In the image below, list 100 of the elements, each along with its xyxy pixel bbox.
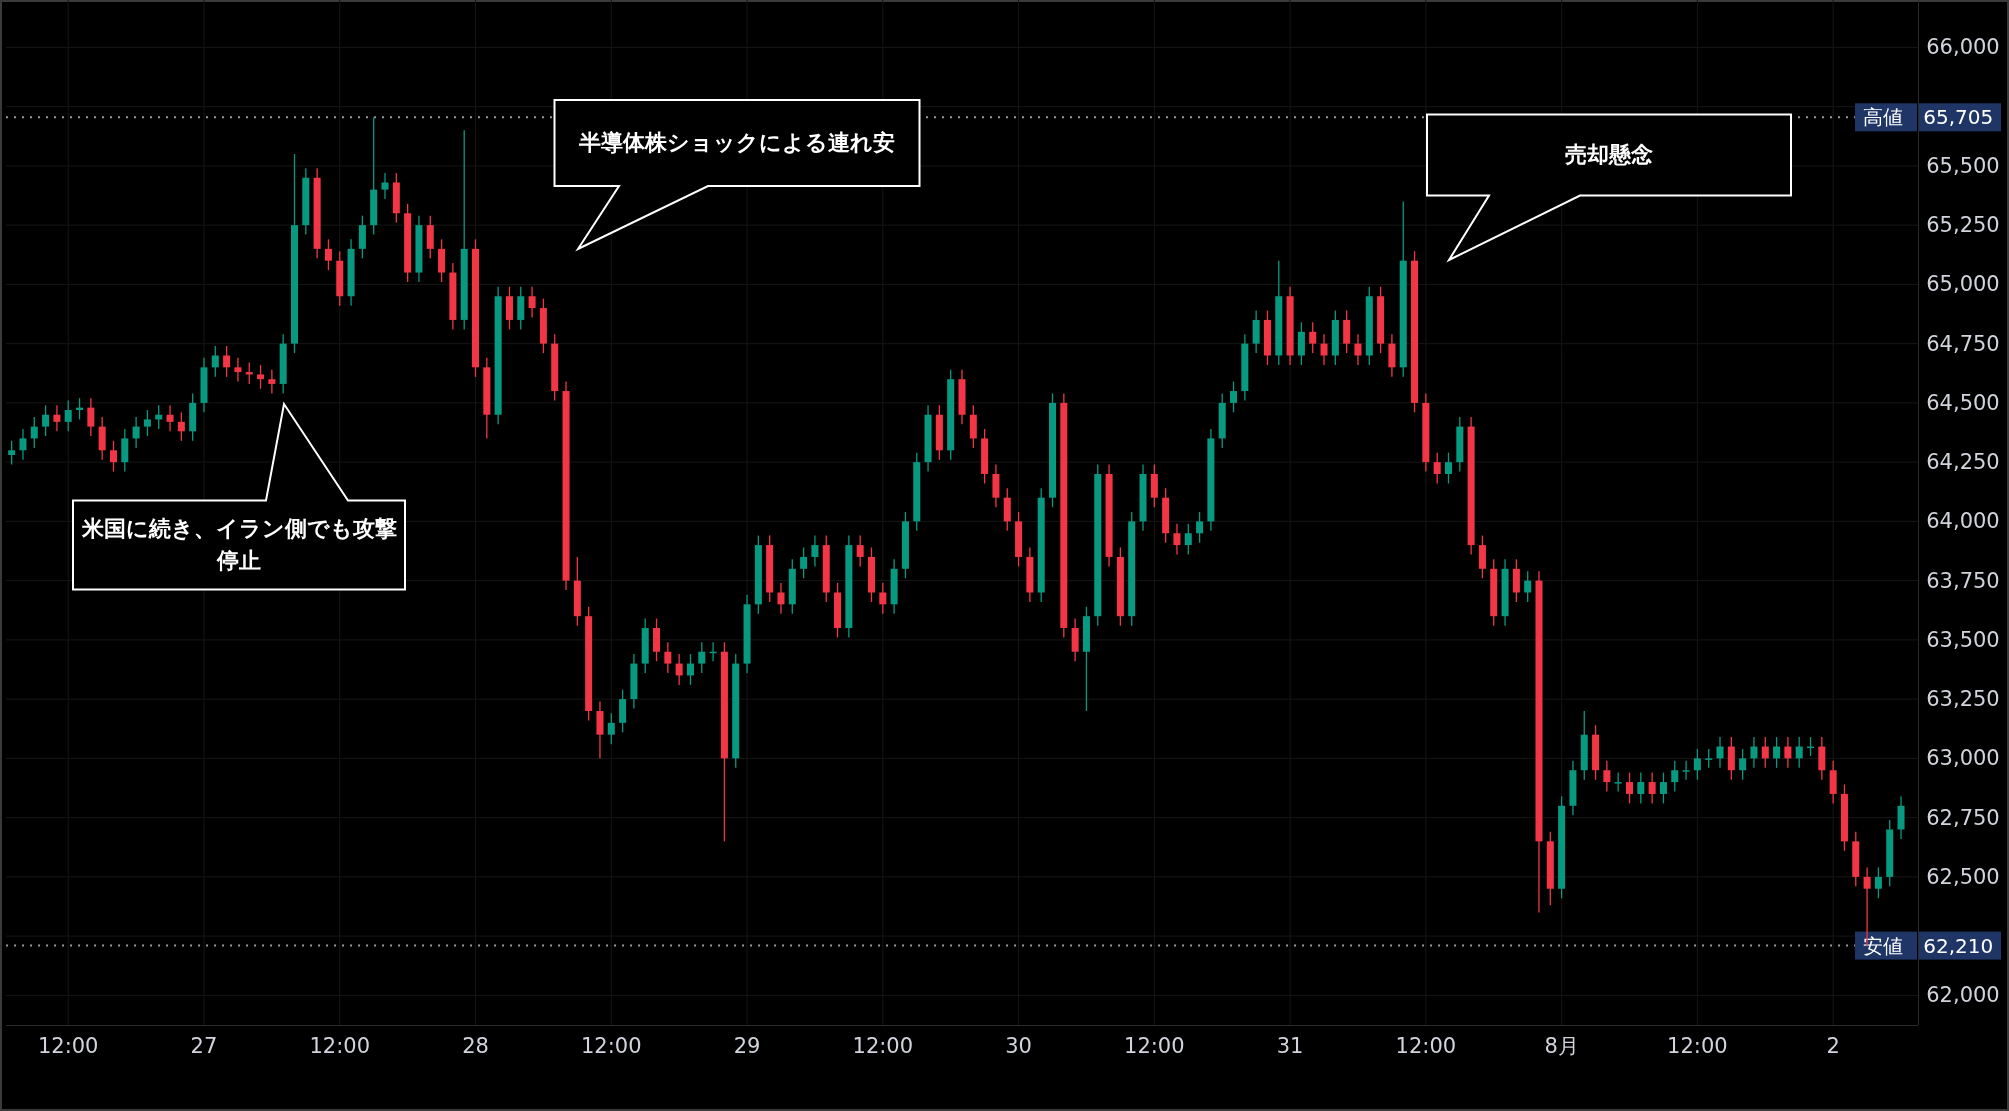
y-tick-label: 64,000 bbox=[1926, 509, 2000, 534]
candlestick bbox=[1433, 452, 1441, 485]
y-tick-label: 63,500 bbox=[1926, 627, 2000, 652]
candlestick bbox=[1739, 748, 1747, 781]
y-tick-label: 64,250 bbox=[1926, 450, 2000, 475]
candlestick bbox=[87, 397, 95, 437]
candlestick bbox=[1524, 570, 1532, 603]
candlestick bbox=[64, 399, 72, 432]
candlestick bbox=[132, 416, 140, 449]
candlestick bbox=[969, 404, 977, 449]
candlestick bbox=[143, 409, 151, 437]
y-tick-label: 65,000 bbox=[1926, 272, 2000, 297]
x-tick-label: 28 bbox=[462, 1034, 489, 1058]
candlestick bbox=[1603, 760, 1611, 793]
y-tick-label: 65,250 bbox=[1926, 213, 2000, 238]
candlestick bbox=[1727, 736, 1735, 781]
candlestick bbox=[596, 700, 604, 760]
x-tick-label: 12:00 bbox=[37, 1034, 99, 1058]
y-tick-label: 62,000 bbox=[1926, 983, 2000, 1008]
x-tick-label: 2 bbox=[1826, 1034, 1840, 1058]
y-tick-label: 63,000 bbox=[1926, 746, 2000, 771]
y-tick-label: 64,500 bbox=[1926, 390, 2000, 415]
candlestick bbox=[1297, 321, 1305, 366]
candlestick bbox=[42, 404, 50, 437]
candlestick bbox=[675, 653, 683, 686]
candlestick bbox=[426, 215, 434, 259]
candlestick bbox=[1626, 771, 1634, 805]
candlestick bbox=[1512, 558, 1520, 603]
candlestick bbox=[1309, 321, 1317, 354]
candlestick bbox=[1659, 771, 1667, 805]
x-tick-label: 30 bbox=[1005, 1034, 1032, 1058]
candlestick bbox=[324, 238, 332, 271]
candlestick bbox=[438, 238, 446, 283]
candlestick bbox=[664, 641, 672, 674]
x-tick-label: 12:00 bbox=[581, 1034, 642, 1058]
candlestick bbox=[1637, 771, 1645, 805]
candlestick bbox=[1829, 760, 1837, 805]
candlestick bbox=[698, 641, 706, 674]
candlestick bbox=[1444, 452, 1452, 485]
y-tick-label: 63,250 bbox=[1926, 687, 2000, 712]
ref-line-label: 高値 65,705 bbox=[1862, 105, 1994, 130]
candlestick bbox=[619, 689, 627, 733]
candlestick bbox=[800, 546, 808, 579]
candlestick bbox=[879, 582, 887, 615]
y-tick-label: 66,000 bbox=[1926, 35, 2000, 60]
candlestick bbox=[1388, 333, 1396, 378]
candlestick bbox=[268, 369, 276, 395]
candlestick bbox=[166, 404, 174, 432]
candlestick bbox=[777, 582, 785, 615]
candlestick bbox=[1614, 771, 1622, 793]
candlestick bbox=[1478, 534, 1486, 579]
candlestick bbox=[98, 416, 106, 461]
candlestick bbox=[1682, 760, 1690, 781]
candlestick bbox=[1343, 309, 1351, 354]
candlestick bbox=[517, 286, 525, 331]
candlestick bbox=[1671, 760, 1679, 793]
candlestick bbox=[211, 345, 219, 378]
y-tick-label: 62,500 bbox=[1926, 864, 2000, 889]
candlestick bbox=[856, 534, 864, 568]
x-tick-label: 27 bbox=[190, 1034, 218, 1058]
candlestick bbox=[653, 617, 661, 662]
y-tick-label: 62,750 bbox=[1926, 805, 2000, 830]
candlestick bbox=[1230, 380, 1238, 414]
candlestick bbox=[1784, 736, 1792, 769]
candlestick bbox=[121, 428, 129, 473]
x-tick-label: 12:00 bbox=[309, 1034, 371, 1058]
candlestick bbox=[1252, 309, 1260, 354]
ref-line-label: 安値 62,210 bbox=[1862, 933, 1994, 958]
x-tick-label: 29 bbox=[733, 1034, 761, 1058]
candlestick bbox=[1705, 748, 1713, 769]
candlestick bbox=[1897, 795, 1905, 840]
candlestick bbox=[53, 404, 61, 432]
candlestick bbox=[381, 172, 389, 200]
candlestick bbox=[1795, 736, 1803, 769]
x-tick-label: 31 bbox=[1276, 1034, 1304, 1058]
candlestick bbox=[607, 712, 615, 745]
candlestick bbox=[1071, 617, 1079, 662]
candlestick bbox=[223, 345, 231, 378]
candlestick bbox=[1761, 736, 1769, 769]
x-tick-label: 8月 bbox=[1544, 1034, 1579, 1058]
candlestick bbox=[686, 653, 694, 686]
x-tick-label: 12:00 bbox=[1395, 1034, 1457, 1058]
candlestick bbox=[811, 534, 819, 568]
y-tick-label: 63,750 bbox=[1926, 568, 2000, 593]
candlestick bbox=[358, 215, 366, 259]
candlestick bbox=[177, 411, 185, 442]
candlestick bbox=[1818, 736, 1826, 781]
candlestick bbox=[1750, 736, 1758, 769]
candlestick bbox=[8, 440, 16, 466]
candlestick bbox=[1196, 511, 1204, 544]
candlestick bbox=[1693, 748, 1701, 781]
candlestick bbox=[1354, 333, 1362, 366]
candlestick bbox=[30, 416, 38, 449]
annotation: 米国に続き、イラン側でも攻撃停止 bbox=[80, 515, 398, 575]
candlestick bbox=[1648, 771, 1656, 805]
candlestick bbox=[1320, 333, 1328, 366]
x-tick-label: 12:00 bbox=[852, 1034, 914, 1058]
annotation: 半導体株ショックによる連れ安 bbox=[578, 129, 896, 158]
annotation: 売却懸念 bbox=[1564, 141, 1654, 170]
candlestick bbox=[1184, 523, 1192, 556]
